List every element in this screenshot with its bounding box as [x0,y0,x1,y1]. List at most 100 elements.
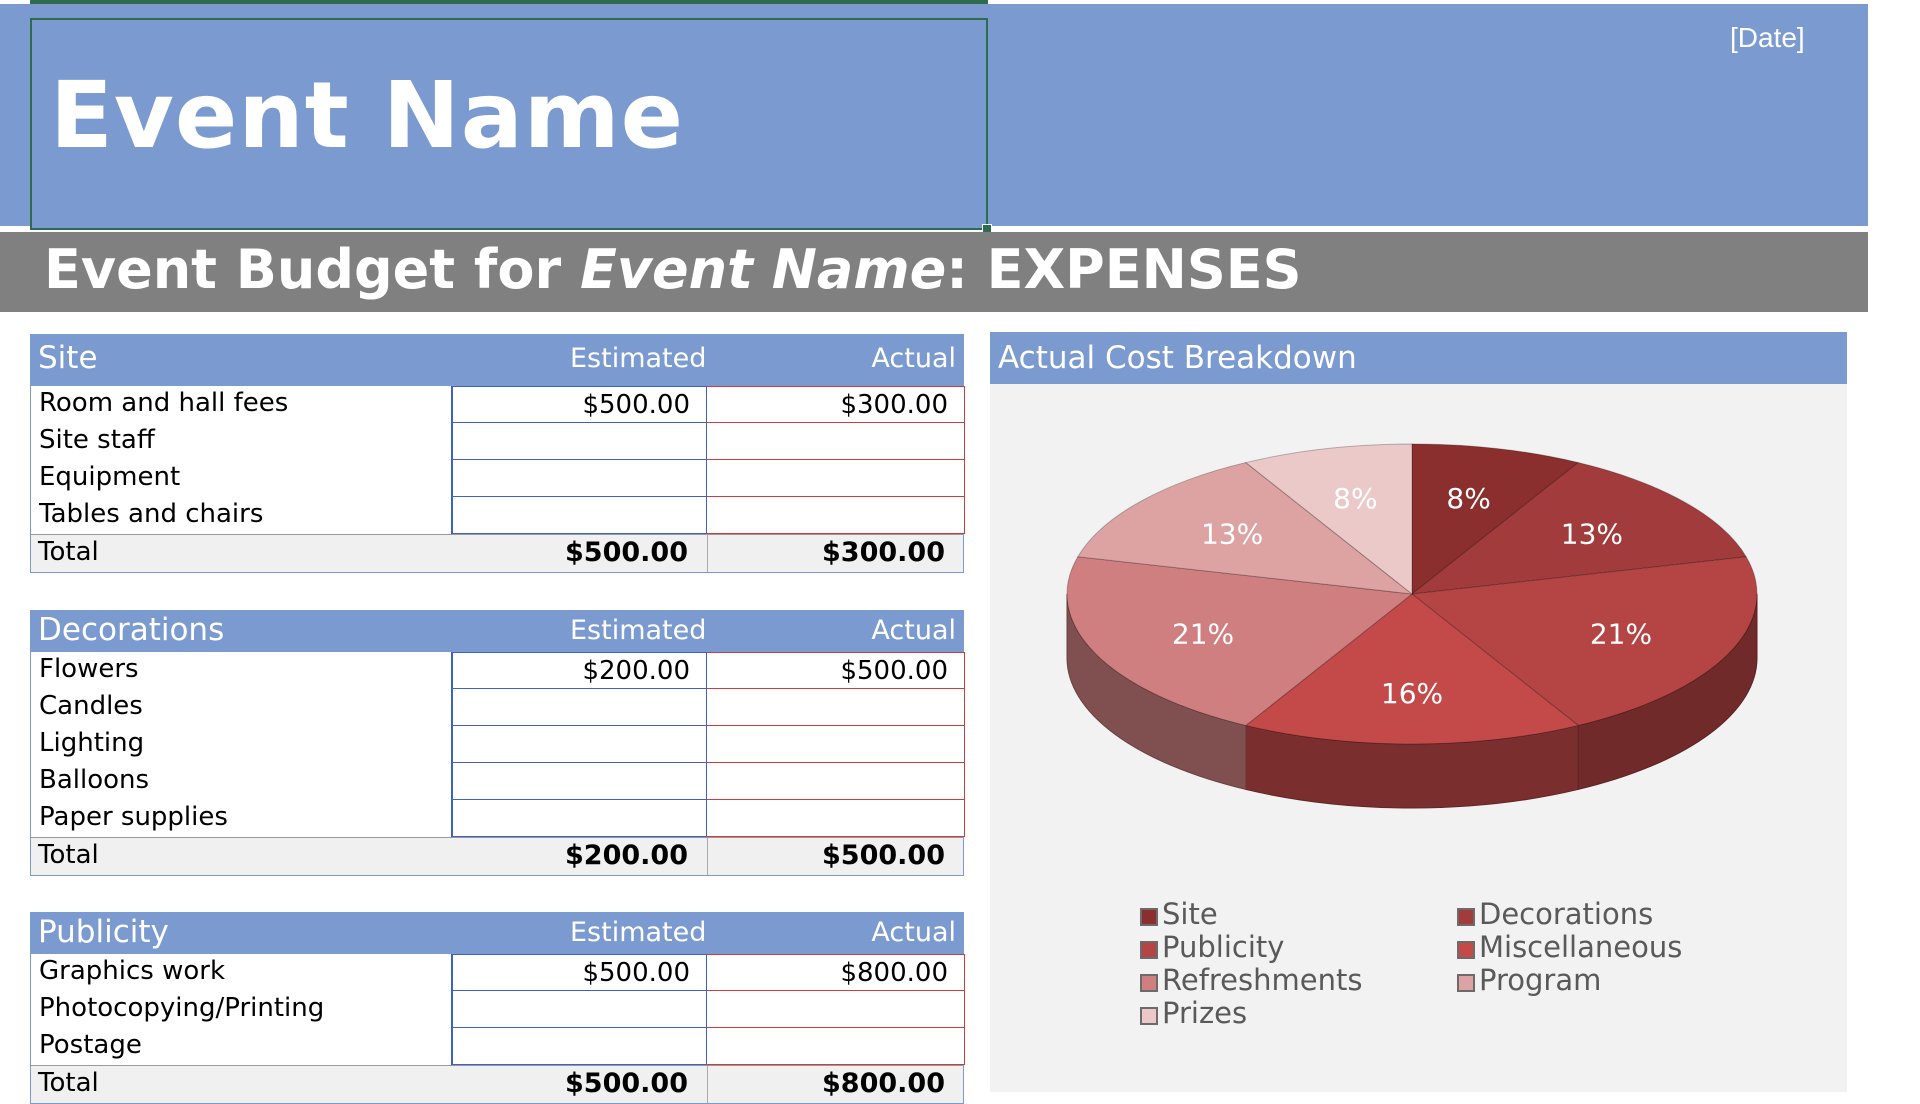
legend-item-decorations[interactable]: Decorations [1457,897,1653,931]
legend-label: Miscellaneous [1479,930,1683,964]
actual-cell[interactable] [707,689,965,726]
table-row: Site staff [31,423,965,460]
total-estimated[interactable]: $200.00 [565,840,688,871]
table-row: Lighting [31,726,965,763]
pie-data-label: 21% [1590,617,1652,650]
total-label[interactable]: Total [38,1068,99,1098]
table-row: Balloons [31,763,965,800]
legend-label: Refreshments [1162,963,1363,997]
event-date[interactable]: [Date] [1730,22,1805,53]
publicity-table-header: Publicity Estimated Actual [30,912,964,954]
legend-item-prizes[interactable]: Prizes [1140,996,1247,1030]
selected-cell-event-title[interactable] [30,18,992,234]
estimated-cell[interactable] [452,423,707,460]
publicity-table: Publicity Estimated Actual Graphics work… [30,912,965,1104]
row-label[interactable]: Paper supplies [39,802,228,832]
pie-chart[interactable]: 8% 13% 21% 16% 21% 13% 8% [990,384,1847,864]
pie-slice-prizes[interactable] [1244,443,1413,596]
legend-swatch [1140,941,1158,959]
actual-cell[interactable] [707,991,965,1028]
pie-slice-publicity[interactable] [1410,556,1758,726]
pie-slice-miscellaneous[interactable] [1244,593,1580,745]
table-row: Tables and chairs [31,497,965,534]
actual-cell[interactable] [707,726,965,763]
row-label[interactable]: Room and hall fees [39,388,289,418]
actual-cell[interactable] [707,423,965,460]
legend-item-site[interactable]: Site [1140,897,1218,931]
site-table-header: Site Estimated Actual [30,334,964,386]
row-label[interactable]: Photocopying/Printing [39,993,325,1023]
actual-cell[interactable] [707,460,965,497]
page-margin [1868,0,1920,1081]
site-total-row: Total $500.00 $300.00 [30,534,964,573]
actual-cell[interactable]: $800.00 [707,954,965,991]
decorations-table-body: Flowers $200.00 $500.00 Candles Lighting B… [30,652,965,837]
pie-slice-site[interactable] [1411,443,1580,596]
pie-slice-program[interactable] [1077,462,1414,595]
legend-item-program[interactable]: Program [1457,963,1601,997]
total-label[interactable]: Total [38,537,99,567]
actual-cell[interactable]: $300.00 [707,386,965,423]
estimated-cell[interactable] [452,726,707,763]
legend-item-publicity[interactable]: Publicity [1140,930,1284,964]
row-label[interactable]: Flowers [39,654,139,684]
actual-cell[interactable] [707,763,965,800]
table-row: Photocopying/Printing [31,991,965,1028]
legend-swatch [1140,1007,1158,1025]
legend-label: Decorations [1479,897,1654,931]
budget-subtitle[interactable]: Event Budget for Event Name: EXPENSES [44,238,1302,301]
estimated-cell[interactable]: $500.00 [452,954,707,991]
legend-label: Site [1162,897,1218,931]
pie-data-label: 8% [1446,482,1490,515]
site-table-body: Room and hall fees $500.00 $300.00 Site st… [30,386,965,534]
total-actual[interactable]: $300.00 [822,537,945,568]
estimated-cell[interactable] [452,763,707,800]
estimated-cell[interactable] [452,1028,707,1065]
total-actual[interactable]: $500.00 [822,840,945,871]
subtitle-prefix: Event Budget for [44,238,580,301]
legend-label: Program [1479,963,1602,997]
row-label[interactable]: Lighting [39,728,145,758]
actual-header: Actual [871,343,956,374]
total-label[interactable]: Total [38,840,99,870]
total-estimated[interactable]: $500.00 [565,537,688,568]
legend-label: Prizes [1162,996,1248,1030]
actual-cell[interactable] [707,1028,965,1065]
estimated-cell[interactable] [452,991,707,1028]
row-label[interactable]: Postage [39,1030,142,1060]
table-row: Paper supplies [31,800,965,837]
actual-cell[interactable] [707,497,965,534]
table-row: Postage [31,1028,965,1065]
row-label[interactable]: Graphics work [39,956,225,986]
pie-slice-decorations[interactable] [1410,462,1747,595]
publicity-table-body: Graphics work $500.00 $800.00 Photocopying… [30,954,965,1065]
pie-slice-refreshments[interactable] [1066,556,1414,726]
table-row: Room and hall fees $500.00 $300.00 [31,386,965,423]
table-row: Graphics work $500.00 $800.00 [31,954,965,991]
legend-item-miscellaneous[interactable]: Miscellaneous [1457,930,1682,964]
legend-item-refreshments[interactable]: Refreshments [1140,963,1362,997]
pie-data-label: 13% [1201,517,1263,550]
legend-label: Publicity [1162,930,1285,964]
event-title[interactable]: Event Name [50,62,685,169]
table-row: Flowers $200.00 $500.00 [31,652,965,689]
row-label[interactable]: Equipment [39,462,181,492]
row-label[interactable]: Site staff [39,425,155,455]
estimated-cell[interactable] [452,689,707,726]
actual-cell[interactable]: $500.00 [707,652,965,689]
row-label[interactable]: Balloons [39,765,150,795]
estimated-cell[interactable] [452,800,707,837]
estimated-cell[interactable] [452,460,707,497]
total-estimated[interactable]: $500.00 [565,1068,688,1099]
total-actual[interactable]: $800.00 [822,1068,945,1099]
row-label[interactable]: Candles [39,691,143,721]
estimated-cell[interactable] [452,497,707,534]
actual-header: Actual [871,615,956,646]
actual-cell[interactable] [707,800,965,837]
site-table-title: Site [38,340,98,376]
estimated-cell[interactable]: $500.00 [452,386,707,423]
row-label[interactable]: Tables and chairs [39,499,264,529]
pie-data-label: 21% [1172,617,1234,650]
estimated-cell[interactable]: $200.00 [452,652,707,689]
pie-data-label: 8% [1333,482,1377,515]
